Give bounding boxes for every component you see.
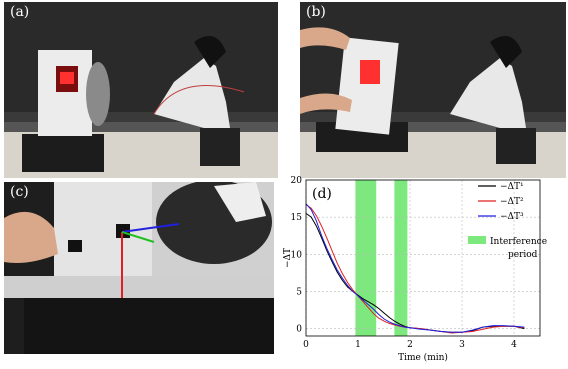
series-line-3 xyxy=(305,203,525,333)
series-line-1 xyxy=(305,212,525,333)
legend-label-interference: Interference xyxy=(490,237,547,247)
photo-c-scene xyxy=(4,182,274,354)
panel-label-c: (c) xyxy=(10,184,29,200)
x-tick-label-1: 1 xyxy=(355,340,361,350)
y-tick-label-2: 10 xyxy=(291,250,303,260)
interference-band-2 xyxy=(394,180,408,336)
y-tick-label-3: 15 xyxy=(291,213,303,223)
x-tick-label-2: 2 xyxy=(407,340,413,350)
photo-a-scene xyxy=(4,2,278,178)
series-line-2 xyxy=(305,204,525,334)
panel-label-b: (b) xyxy=(306,4,326,20)
panel-label-d: (d) xyxy=(312,186,332,202)
y-tick-label-0: 0 xyxy=(296,325,302,335)
plot-area xyxy=(306,180,540,336)
y-tick-label-4: 20 xyxy=(291,176,303,186)
photo-b-scene xyxy=(300,2,566,178)
x-tick-label-4: 4 xyxy=(511,340,517,350)
x-tick-label-3: 3 xyxy=(459,340,465,350)
legend-label-1: −ΔT¹ xyxy=(500,182,524,192)
photo-panel-c: (c) xyxy=(4,182,274,354)
legend-label-interference-2: period xyxy=(508,250,538,260)
x-axis-label: Time (min) xyxy=(398,352,448,363)
panel-label-a: (a) xyxy=(10,4,30,20)
legend-label-3: −ΔT³ xyxy=(500,212,524,222)
y-tick-label-1: 5 xyxy=(296,287,302,297)
y-axis-label: −ΔT xyxy=(283,248,293,268)
chart-svg: 0 1 2 3 4 0 5 10 15 20 Time (min) −ΔT −ΔT¹ −ΔT² −ΔT³ In… xyxy=(283,176,547,363)
photo-panel-b: (b) xyxy=(300,2,566,178)
plot-frame xyxy=(305,179,541,337)
photo-panel-a: (a) xyxy=(4,2,278,178)
legend-label-2: −ΔT² xyxy=(500,197,524,207)
x-tick-label-0: 0 xyxy=(303,340,309,350)
legend-swatch-interference xyxy=(468,236,486,244)
chart-panel-d: 0 1 2 3 4 0 5 10 15 20 Time (min) −ΔT −ΔT¹ −ΔT² −ΔT³ In… xyxy=(278,172,568,369)
